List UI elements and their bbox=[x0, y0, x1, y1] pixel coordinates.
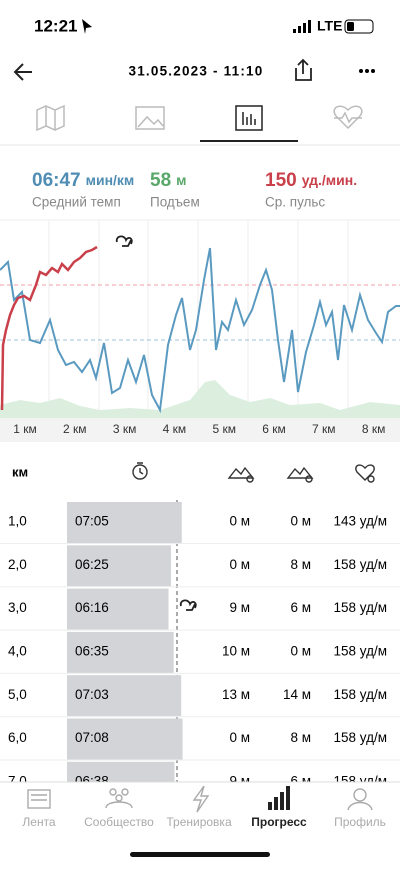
photo-tab[interactable] bbox=[135, 106, 165, 130]
ascent: 10 м bbox=[222, 643, 250, 658]
pace-bar bbox=[67, 675, 182, 717]
pace-bar bbox=[67, 588, 169, 630]
stat-value: 06:47 мин/км bbox=[32, 170, 134, 191]
network: LTE bbox=[317, 18, 342, 34]
clock: 12:21 bbox=[34, 16, 77, 35]
pace-bar bbox=[67, 718, 183, 760]
battery bbox=[344, 19, 374, 34]
stat-unit: уд./мин. bbox=[302, 172, 357, 188]
pace-bar bbox=[67, 502, 182, 543]
tab-label[interactable]: Профиль bbox=[334, 815, 386, 829]
stat-unit: м bbox=[176, 172, 186, 188]
descent: 6 м bbox=[290, 600, 311, 615]
tab-label[interactable]: Прогресс bbox=[251, 815, 307, 829]
x-label: 3 км bbox=[113, 422, 137, 436]
table: 1,0 07:05 0 м 0 м 143 уд/м 2,0 06:25 0 м 8 м 158 … bbox=[0, 502, 400, 804]
pace-line bbox=[0, 247, 400, 414]
stat-number: 06:47 bbox=[32, 170, 81, 191]
date-title: 31.05.2023 - 11:10 bbox=[129, 64, 264, 79]
descent: 0 м bbox=[290, 643, 311, 658]
km: 4,0 bbox=[8, 643, 27, 658]
more-button[interactable] bbox=[359, 69, 375, 73]
km: 3,0 bbox=[8, 600, 27, 615]
turnaround-icon bbox=[179, 599, 197, 611]
home-indicator bbox=[130, 852, 270, 857]
map-tab[interactable] bbox=[36, 104, 65, 132]
hr-line bbox=[0, 245, 98, 411]
tab-label[interactable]: Тренировка bbox=[166, 815, 232, 829]
heart-rate: 158 уд/м bbox=[334, 687, 388, 702]
descent: 8 м bbox=[290, 730, 311, 745]
back-button[interactable] bbox=[13, 63, 32, 81]
heart-rate: 158 уд/м bbox=[334, 600, 388, 615]
heart-rate: 158 уд/м bbox=[334, 730, 388, 745]
descent: 8 м bbox=[290, 557, 311, 572]
stats-tab[interactable] bbox=[235, 105, 263, 131]
stat-number: 150 bbox=[265, 170, 297, 191]
pace: 07:05 bbox=[75, 514, 109, 529]
turnaround-icon bbox=[115, 235, 133, 247]
x-label: 5 км bbox=[212, 422, 236, 436]
stat-value: 58 м bbox=[150, 170, 187, 191]
x-label: 1 км bbox=[13, 422, 37, 436]
km-header: км bbox=[12, 464, 28, 479]
km: 1,0 bbox=[8, 514, 27, 529]
km: 2,0 bbox=[8, 557, 27, 572]
heart-rate: 143 уд/м bbox=[334, 514, 388, 529]
pulse-tab[interactable] bbox=[333, 105, 363, 130]
stat-number: 58 bbox=[150, 170, 171, 191]
km: 6,0 bbox=[8, 730, 27, 745]
x-label: 2 км bbox=[63, 422, 87, 436]
pace: 07:03 bbox=[75, 687, 109, 702]
ascent: 0 м bbox=[229, 514, 250, 529]
x-label: 7 км bbox=[312, 422, 336, 436]
tab-label[interactable]: Сообщество bbox=[84, 815, 154, 829]
ascent: 0 м bbox=[229, 730, 250, 745]
heart-rate: 158 уд/м bbox=[334, 557, 388, 572]
signal bbox=[293, 20, 311, 33]
location-icon bbox=[82, 19, 92, 34]
header-icons bbox=[132, 462, 375, 483]
tab-indicator bbox=[200, 140, 298, 142]
descent: 14 м bbox=[283, 687, 311, 702]
layout: 12:21 LTE 31.05.2023 - 11:10 км 06:47 мин… bbox=[0, 16, 400, 782]
pace: 07:08 bbox=[75, 730, 109, 745]
ascent: 0 м bbox=[229, 557, 250, 572]
pace: 06:25 bbox=[75, 557, 109, 572]
stat-value: 150 уд./мин. bbox=[265, 170, 357, 191]
heart-rate: 158 уд/м bbox=[334, 643, 388, 658]
stat-label: Ср. пульс bbox=[265, 195, 325, 210]
elevation-area bbox=[0, 380, 400, 418]
x-label: 4 км bbox=[163, 422, 187, 436]
share-button[interactable] bbox=[295, 58, 312, 81]
ascent: 9 м bbox=[229, 600, 250, 615]
stat-label: Подъем bbox=[150, 195, 200, 210]
stat-label: Средний темп bbox=[32, 195, 121, 210]
pace: 06:35 bbox=[75, 643, 109, 658]
pace: 06:16 bbox=[75, 600, 109, 615]
x-label: 8 км bbox=[362, 422, 386, 436]
pace-bar bbox=[67, 631, 174, 673]
x-label: 6 км bbox=[262, 422, 286, 436]
pace-bar bbox=[67, 545, 171, 587]
tabbar: Лента Сообщество Тренировка Прогресс Профиль bbox=[22, 815, 386, 829]
x-axis-bg bbox=[0, 418, 400, 442]
km: 5,0 bbox=[8, 687, 27, 702]
ascent: 13 м bbox=[222, 687, 250, 702]
tabbar-icons bbox=[27, 785, 373, 813]
stat-unit: мин/км bbox=[86, 172, 135, 188]
tab-label[interactable]: Лента bbox=[22, 815, 56, 829]
progress-icon bbox=[268, 786, 290, 810]
descent: 0 м bbox=[290, 514, 311, 529]
